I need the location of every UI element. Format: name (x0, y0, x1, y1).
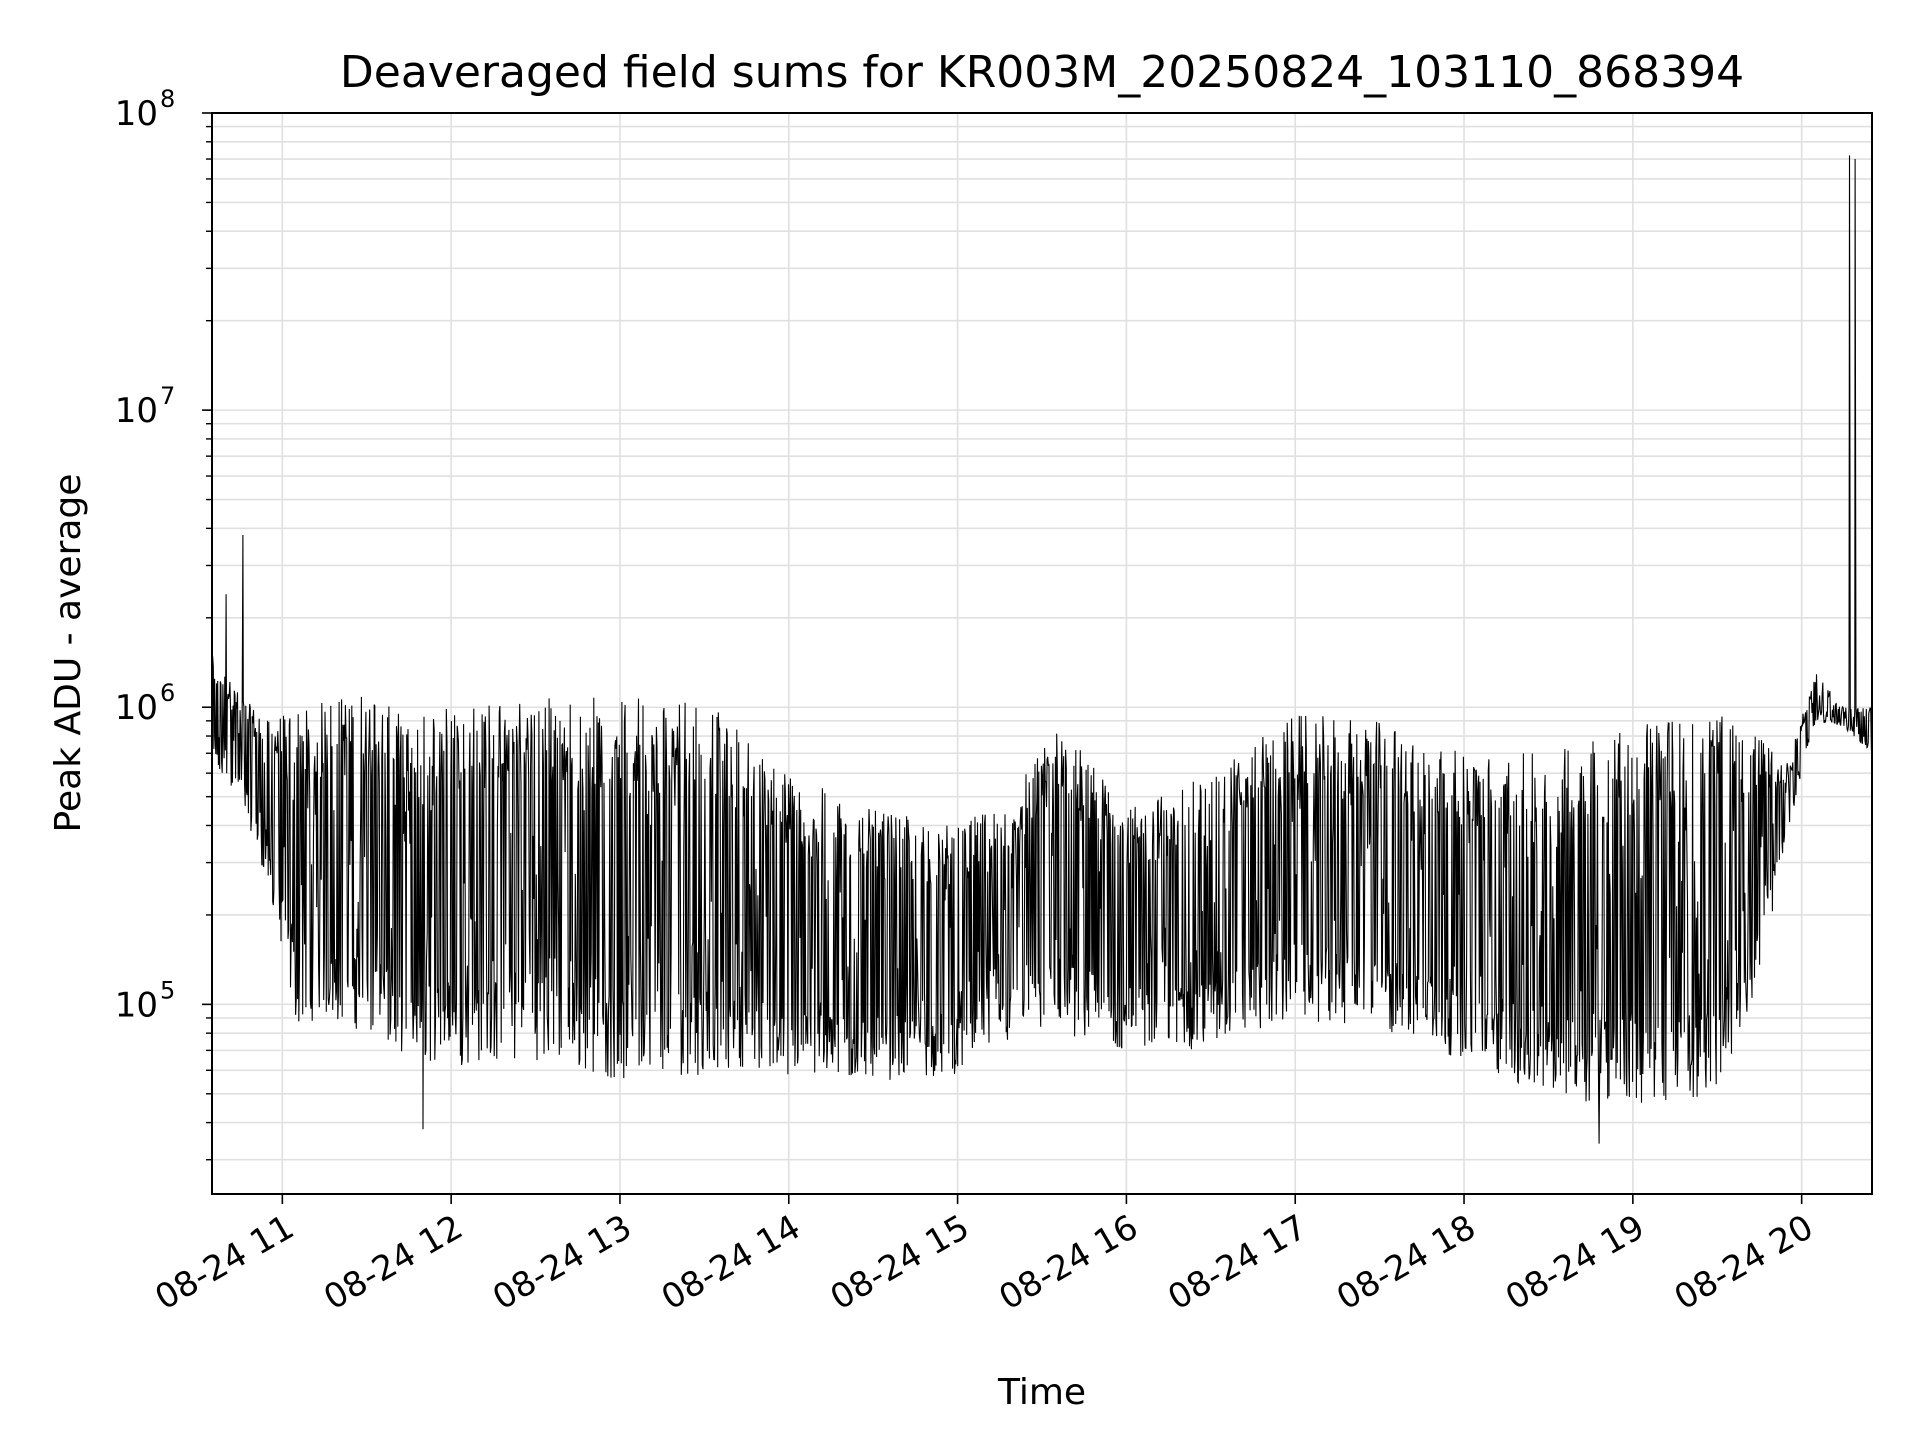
y-tick-label: 10 (115, 391, 158, 431)
x-axis-label: Time (997, 1372, 1086, 1413)
y-tick-exponent: 7 (160, 382, 175, 410)
y-tick-label: 10 (115, 94, 158, 134)
y-tick-exponent: 5 (160, 976, 175, 1004)
y-tick-label: 10 (115, 688, 158, 728)
series-line (211, 155, 1873, 1144)
y-tick-exponent: 8 (160, 85, 175, 113)
y-axis-label: Peak ADU - average (48, 474, 89, 833)
chart-title: Deaveraged field sums for KR003M_2025082… (340, 47, 1744, 98)
y-tick-exponent: 6 (160, 679, 175, 707)
plot-frame (211, 112, 1873, 1195)
y-tick-label: 10 (115, 985, 158, 1025)
